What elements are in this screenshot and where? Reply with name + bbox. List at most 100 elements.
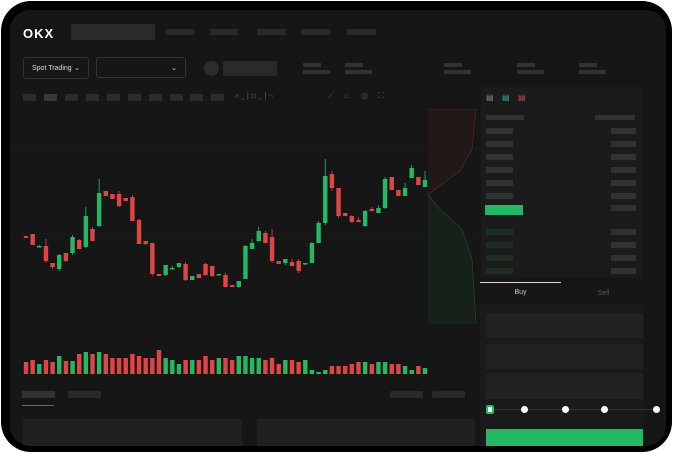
indicator-icon[interactable]: ⩘ ⌄ | ⊡ ⌄ | ∿ <box>234 91 274 100</box>
slider-stop-75[interactable] <box>601 406 608 413</box>
volume-bar <box>23 362 29 374</box>
timeframe-button[interactable] <box>86 94 99 101</box>
volume-bar <box>30 360 35 374</box>
trading-mode-dropdown[interactable]: Spot Trading ⌄ <box>23 57 89 79</box>
nav-item[interactable] <box>301 29 330 35</box>
slider-stop-25[interactable] <box>521 406 528 413</box>
candle-body <box>130 197 135 221</box>
volume-bar <box>37 364 42 374</box>
timeframe-button[interactable] <box>107 94 120 101</box>
candle-body <box>269 237 275 261</box>
price-input[interactable] <box>486 314 643 338</box>
volume-bar <box>150 358 155 374</box>
tab-underline <box>22 405 54 406</box>
amount-input[interactable] <box>486 344 643 369</box>
pen-icon[interactable]: ⟋ <box>328 91 334 100</box>
search-input[interactable] <box>71 24 155 40</box>
candle-body <box>90 229 95 241</box>
volume-bar <box>203 356 208 374</box>
candle-body <box>23 236 29 238</box>
candle-body <box>316 223 321 243</box>
orderbook-bids-icon[interactable]: ▤ <box>502 93 510 102</box>
candle-body <box>382 179 388 208</box>
volume-bar <box>329 366 335 374</box>
volume-bar <box>103 354 108 374</box>
nav-item[interactable] <box>210 29 238 35</box>
candle-body <box>243 246 248 279</box>
slider-stop-50[interactable] <box>562 406 569 413</box>
slider-stop-100[interactable] <box>653 406 660 413</box>
candle-body <box>183 264 188 280</box>
volume-bar <box>83 352 89 374</box>
column-header <box>486 115 524 120</box>
candle-body <box>229 285 235 287</box>
candle-body <box>96 193 102 226</box>
tab-open-orders[interactable] <box>22 391 55 398</box>
orders-card <box>23 419 242 446</box>
bid-price <box>486 255 513 261</box>
candle-body <box>256 231 261 241</box>
fullscreen-icon[interactable]: ⛶ <box>378 91 384 100</box>
volume-bar <box>303 360 308 374</box>
candle-body <box>50 263 55 267</box>
candle-body <box>63 253 69 261</box>
ask-price <box>486 193 513 199</box>
tab-buy[interactable]: Buy <box>514 289 527 296</box>
nav-item[interactable] <box>166 29 194 35</box>
timeframe-button[interactable] <box>23 94 36 101</box>
timeframe-button[interactable] <box>44 94 57 101</box>
candle-body <box>309 243 315 263</box>
candle-body <box>37 246 42 248</box>
buy-button[interactable] <box>486 429 643 446</box>
timeframe-button[interactable] <box>65 94 78 101</box>
nav-item[interactable] <box>347 29 376 35</box>
volume-bar <box>63 361 69 374</box>
candle-body <box>249 243 255 249</box>
filter-button[interactable] <box>432 391 465 398</box>
candle-body <box>409 168 414 178</box>
candle-body <box>143 241 148 244</box>
nav-item[interactable] <box>257 29 286 35</box>
volume-bar <box>190 360 195 374</box>
ask-price <box>486 128 513 134</box>
tab-sell[interactable]: Sell <box>597 290 610 297</box>
volume-bar <box>356 362 361 374</box>
bid-price <box>486 268 513 274</box>
candle-body <box>263 233 268 243</box>
settings-icon[interactable]: ◎ <box>361 91 368 100</box>
candle-body <box>216 274 222 276</box>
orders-card <box>257 419 475 446</box>
depth-asks-area <box>428 109 476 195</box>
camera-icon[interactable]: ⌂ <box>344 91 349 100</box>
volume-bar <box>376 362 381 374</box>
timeframe-button[interactable] <box>149 94 162 101</box>
volume-bar <box>176 364 182 374</box>
volume-bar <box>136 356 142 374</box>
pair-dropdown[interactable]: ⌄ <box>96 57 186 78</box>
orderbook-asks-icon[interactable]: ▤ <box>518 93 526 102</box>
timeframe-button[interactable] <box>170 94 183 101</box>
amount-slider[interactable] <box>490 409 658 410</box>
timeframe-button[interactable] <box>128 94 141 101</box>
candle-body <box>236 281 241 287</box>
volume-bar <box>96 352 102 374</box>
timeframe-button[interactable] <box>190 94 203 101</box>
candle-body <box>389 177 394 190</box>
okx-logo[interactable]: OKX <box>23 26 55 41</box>
timeframe-button[interactable] <box>211 94 224 101</box>
orderbook-both-icon[interactable]: ▤ <box>486 93 494 102</box>
candle-body <box>30 234 35 245</box>
pair-price <box>223 61 277 76</box>
candle-body <box>303 263 308 265</box>
filter-button[interactable] <box>390 391 423 398</box>
price-chart[interactable] <box>10 109 480 389</box>
volume-bar <box>343 366 348 374</box>
tab-order-history[interactable] <box>68 391 101 398</box>
bid-amount <box>611 229 636 235</box>
volume-bar <box>269 358 275 374</box>
slider-handle[interactable] <box>486 405 494 414</box>
ask-amount <box>611 180 636 186</box>
total-input[interactable] <box>486 373 643 399</box>
order-book: ▤ ▤ ▤ <box>481 87 642 277</box>
candle-body <box>170 268 175 270</box>
